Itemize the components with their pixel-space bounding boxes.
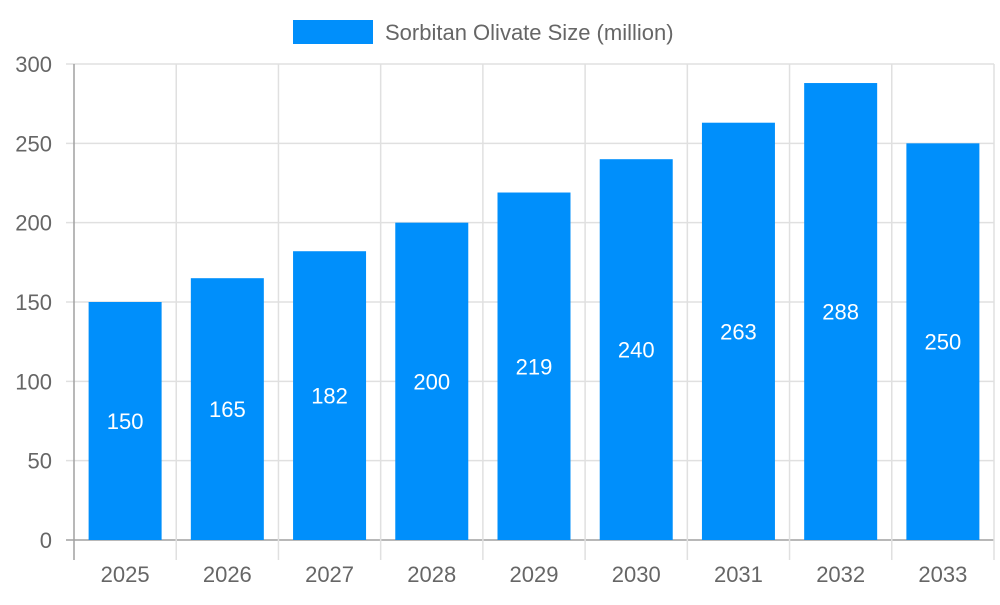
bar: [395, 222, 469, 540]
data-label: 263: [720, 319, 757, 344]
x-tick-label: 2025: [101, 562, 150, 587]
bar: [190, 278, 264, 540]
data-label: 182: [311, 384, 348, 409]
legend[interactable]: Sorbitan Olivate Size (million): [293, 20, 674, 45]
axes: 0 50 100 150 200 250 300 2025 2026 2027 2028 2029 20…: [15, 52, 967, 587]
bar: [804, 83, 878, 540]
data-label: 240: [618, 338, 655, 363]
y-tick-label: 250: [15, 131, 52, 156]
y-tick-label: 50: [28, 449, 52, 474]
y-tick-label: 100: [15, 369, 52, 394]
data-label: 250: [925, 330, 962, 355]
bar: [906, 143, 980, 541]
data-label: 150: [107, 409, 144, 434]
x-tick-label: 2032: [816, 562, 865, 587]
x-tick-label: 2028: [407, 562, 456, 587]
x-tick-label: 2031: [714, 562, 763, 587]
x-tick-label: 2033: [918, 562, 967, 587]
bar: [293, 251, 367, 540]
bar: [599, 159, 673, 540]
y-tick-label: 150: [15, 290, 52, 315]
data-label: 165: [209, 397, 246, 422]
x-tick-label: 2026: [203, 562, 252, 587]
y-tick-label: 0: [40, 528, 52, 553]
y-tick-label: 300: [15, 52, 52, 77]
legend-swatch: [293, 20, 373, 44]
bar: [497, 192, 571, 540]
legend-label: Sorbitan Olivate Size (million): [385, 20, 674, 45]
y-tick-label: 200: [15, 211, 52, 236]
bar: [88, 302, 162, 540]
data-label: 288: [822, 300, 859, 325]
bars: 150 165 182 200 219 240 263 288 250: [88, 83, 980, 541]
x-tick-label: 2030: [612, 562, 661, 587]
x-tick-label: 2027: [305, 562, 354, 587]
data-label: 219: [516, 354, 553, 379]
bar: [701, 122, 775, 540]
data-label: 200: [413, 369, 450, 394]
x-tick-label: 2029: [510, 562, 559, 587]
